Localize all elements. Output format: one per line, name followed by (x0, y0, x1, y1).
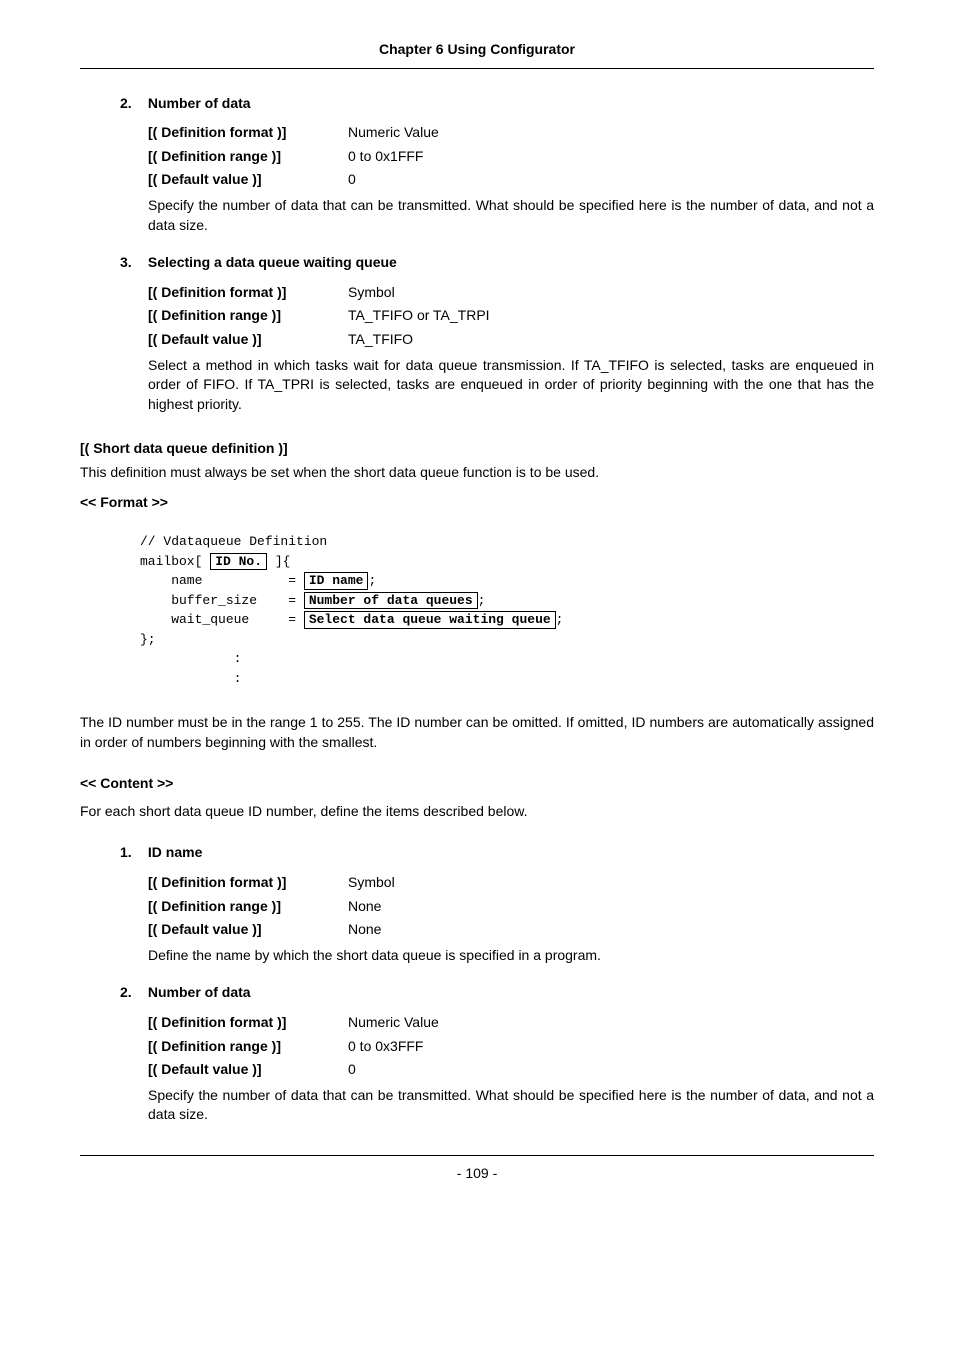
def-default-label: [( Default value )] (148, 170, 348, 190)
code-frag: wait_queue = (140, 612, 304, 627)
def-range-value: 0 to 0x3FFF (348, 1037, 423, 1057)
def-range-label: [( Definition range )] (148, 897, 348, 917)
item-number: 2. (120, 94, 144, 114)
def-range-value: None (348, 897, 381, 917)
item-number: 2. (120, 983, 144, 1003)
code-frag: buffer_size = (140, 593, 304, 608)
def-format-value: Numeric Value (348, 123, 439, 143)
item-number: 1. (120, 843, 144, 863)
code-line: : (140, 651, 241, 666)
code-line: // Vdataqueue Definition (140, 534, 327, 549)
code-box-id-no: ID No. (210, 553, 267, 571)
code-frag: ; (368, 573, 376, 588)
def-format-label: [( Definition format )] (148, 873, 348, 893)
item-title: Number of data (148, 984, 251, 1000)
def-range-value: 0 to 0x1FFF (348, 147, 423, 167)
code-frag: ; (556, 612, 564, 627)
code-box-id-name: ID name (304, 572, 369, 590)
chapter-header: Chapter 6 Using Configurator (80, 40, 874, 69)
code-line: }; (140, 632, 156, 647)
def-range-label: [( Definition range )] (148, 306, 348, 326)
page-footer: - 109 - (80, 1155, 874, 1184)
code-frag: mailbox[ (140, 554, 210, 569)
id-number-paragraph: The ID number must be in the range 1 to … (80, 713, 874, 752)
item-description: Select a method in which tasks wait for … (148, 356, 874, 415)
def-format-label: [( Definition format )] (148, 123, 348, 143)
def-format-label: [( Definition format )] (148, 1013, 348, 1033)
item-1-id-name: 1. ID name [( Definition format )]Symbol… (120, 843, 874, 965)
def-default-value: None (348, 920, 381, 940)
def-default-label: [( Default value )] (148, 330, 348, 350)
item-description: Specify the number of data that can be t… (148, 1086, 874, 1125)
item-number: 3. (120, 253, 144, 273)
def-format-label: [( Definition format )] (148, 283, 348, 303)
def-range-label: [( Definition range )] (148, 147, 348, 167)
format-label: << Format >> (80, 493, 874, 513)
def-default-label: [( Default value )] (148, 920, 348, 940)
def-default-value: 0 (348, 1060, 356, 1080)
def-format-value: Symbol (348, 873, 395, 893)
short-def-title: [( Short data queue definition )] (80, 439, 874, 459)
item-title: Selecting a data queue waiting queue (148, 254, 397, 270)
code-block: // Vdataqueue Definition mailbox[ ID No.… (140, 532, 874, 688)
code-line: : (140, 671, 241, 686)
content-header: << Content >> (80, 774, 874, 794)
item-description: Define the name by which the short data … (148, 946, 874, 966)
def-default-label: [( Default value )] (148, 1060, 348, 1080)
def-default-value: TA_TFIFO (348, 330, 413, 350)
item-3-selecting-queue: 3. Selecting a data queue waiting queue … (120, 253, 874, 414)
page-number: - 109 - (457, 1165, 497, 1181)
item-title: Number of data (148, 95, 251, 111)
def-format-value: Numeric Value (348, 1013, 439, 1033)
code-frag: ]{ (267, 554, 290, 569)
def-range-label: [( Definition range )] (148, 1037, 348, 1057)
code-frag: ; (478, 593, 486, 608)
code-frag: name = (140, 573, 304, 588)
item-2-number-of-data: 2. Number of data [( Definition format )… (120, 94, 874, 236)
code-box-select-queue: Select data queue waiting queue (304, 611, 556, 629)
code-box-num-queues: Number of data queues (304, 592, 478, 610)
item-2b-number-of-data: 2. Number of data [( Definition format )… (120, 983, 874, 1125)
def-range-value: TA_TFIFO or TA_TRPI (348, 306, 490, 326)
item-title: ID name (148, 844, 202, 860)
def-format-value: Symbol (348, 283, 395, 303)
short-def-text: This definition must always be set when … (80, 463, 874, 483)
def-default-value: 0 (348, 170, 356, 190)
content-intro: For each short data queue ID number, def… (80, 802, 874, 822)
item-description: Specify the number of data that can be t… (148, 196, 874, 235)
